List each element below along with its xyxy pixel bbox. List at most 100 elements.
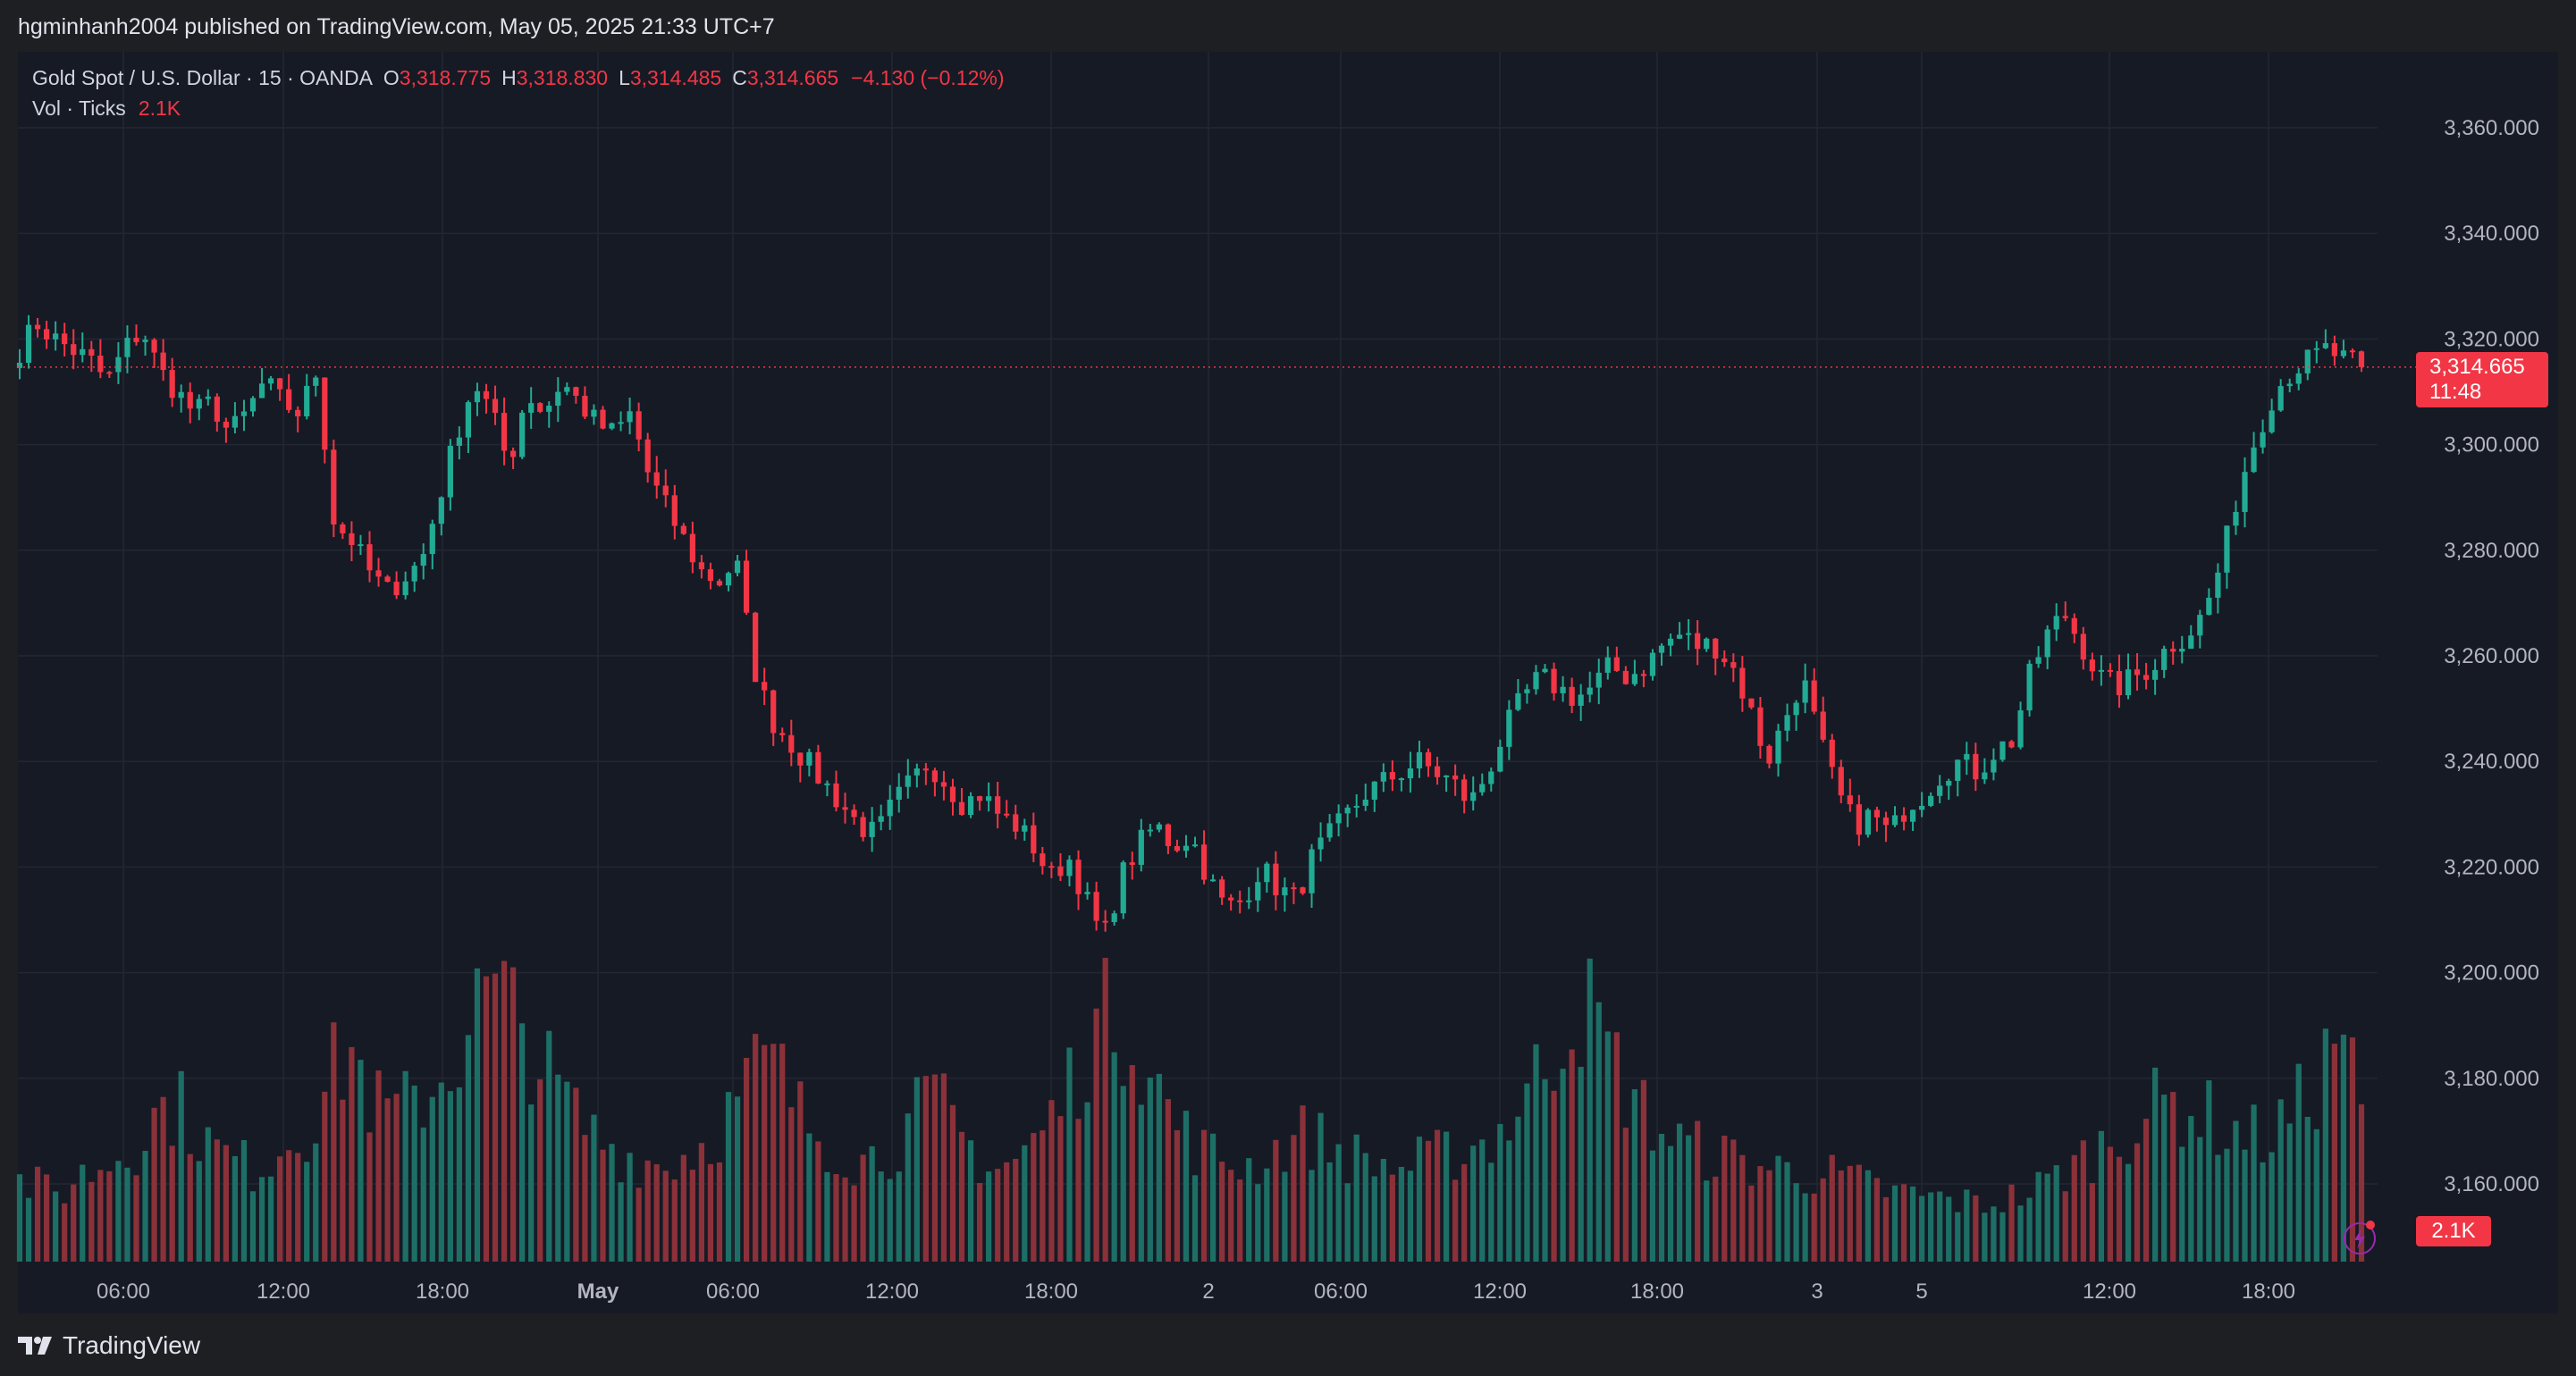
- candle-body: [53, 333, 59, 340]
- candle-body: [1416, 751, 1423, 768]
- volume-bar: [995, 1169, 1001, 1262]
- candle-body: [80, 348, 86, 356]
- volume-bar: [618, 1182, 624, 1262]
- time-tick-label: May: [577, 1280, 619, 1304]
- candle-body: [905, 775, 911, 787]
- candle-body: [124, 338, 130, 357]
- volume-bar: [1937, 1191, 1943, 1262]
- candle-body: [913, 768, 920, 776]
- candle-body: [1434, 766, 1441, 777]
- candle-body: [1111, 913, 1117, 922]
- volume-bar: [2277, 1099, 2284, 1262]
- volume-bar: [609, 1144, 615, 1262]
- candle-body: [1595, 672, 1602, 688]
- volume-bar: [1686, 1135, 1692, 1262]
- candle-body: [851, 810, 857, 818]
- candle-body: [447, 445, 453, 498]
- time-tick-label: 18:00: [1630, 1280, 1684, 1304]
- candle-body: [1766, 745, 1772, 764]
- symbol-title[interactable]: Gold Spot / U.S. Dollar · 15 · OANDA: [32, 66, 373, 89]
- candle-body: [1398, 778, 1405, 781]
- candle-body: [1739, 667, 1746, 699]
- candle-body: [160, 352, 166, 371]
- candle-body: [88, 348, 95, 357]
- volume-bar: [1443, 1131, 1450, 1262]
- volume-bar: [555, 1074, 561, 1262]
- candle-body: [1533, 672, 1539, 690]
- volume-bar: [653, 1164, 660, 1262]
- candle-body: [1560, 686, 1566, 693]
- volume-bar: [1407, 1170, 1414, 1262]
- volume-bar: [214, 1139, 220, 1262]
- volume-bar: [411, 1085, 417, 1262]
- volume-bar: [1084, 1102, 1090, 1262]
- candle-body: [1506, 709, 1512, 747]
- high-label: H: [501, 66, 517, 89]
- volume-bar: [905, 1113, 911, 1262]
- volume-bar: [124, 1167, 130, 1262]
- volume-bar: [1264, 1168, 1270, 1262]
- volume-bar: [509, 967, 517, 1262]
- tradingview-wordmark: TradingView: [63, 1331, 201, 1359]
- candle-body: [671, 495, 678, 526]
- volume-bar: [2251, 1104, 2257, 1262]
- candle-body: [106, 372, 113, 374]
- candle-body: [762, 682, 768, 691]
- open-label: O: [383, 66, 400, 89]
- chart-grid: [18, 52, 2378, 1262]
- volume-label[interactable]: Vol · Ticks: [32, 96, 126, 120]
- volume-bar: [2295, 1063, 2302, 1262]
- candle-body: [322, 377, 328, 450]
- volume-bar: [1380, 1158, 1386, 1262]
- candle-body: [716, 581, 723, 586]
- volume-bar: [2098, 1130, 2105, 1262]
- volume-bar: [1452, 1179, 1459, 1262]
- candle-body: [1937, 785, 1943, 796]
- candle-body: [1569, 686, 1575, 706]
- volume-bar: [187, 1154, 193, 1262]
- candle-body: [1622, 670, 1629, 684]
- candle-body: [1676, 634, 1683, 639]
- lightning-icon[interactable]: [2344, 1222, 2376, 1254]
- volume-bar: [160, 1096, 166, 1262]
- volume-bar: [546, 1030, 552, 1262]
- candle-body: [1722, 659, 1728, 663]
- price-tick-label: 3,320.000: [2444, 327, 2539, 351]
- candle-body: [1604, 657, 1611, 673]
- volume-bar: [1183, 1111, 1190, 1262]
- candle-body: [1748, 698, 1755, 708]
- volume-bar: [1730, 1139, 1737, 1262]
- footer: [0, 1313, 2576, 1376]
- volume-bar: [627, 1153, 633, 1262]
- volume-bar: [842, 1177, 848, 1262]
- candle-body: [958, 801, 965, 816]
- volume-bar: [402, 1070, 408, 1262]
- volume-bar: [331, 1022, 337, 1262]
- candle-body: [1928, 795, 1934, 806]
- candle-body: [313, 377, 319, 386]
- tradingview-brand[interactable]: TradingView: [18, 1331, 200, 1360]
- candle-body: [1964, 753, 1970, 760]
- time-tick-label: 3: [1811, 1280, 1823, 1304]
- volume-bar: [151, 1107, 157, 1262]
- candle-body: [402, 581, 408, 596]
- candle-body: [1640, 674, 1647, 676]
- volume-bar: [2349, 1037, 2356, 1262]
- candle-body: [1209, 879, 1216, 882]
- volume-bar: [806, 1133, 812, 1262]
- volume-bar: [1040, 1130, 1046, 1262]
- candle-body: [358, 544, 364, 547]
- volume-bar: [1847, 1165, 1853, 1262]
- candle-body: [2197, 615, 2203, 636]
- candle-body: [707, 569, 714, 582]
- volume-bar: [725, 1092, 732, 1262]
- volume-bar: [2179, 1146, 2185, 1262]
- candle-body: [770, 690, 777, 734]
- candle-body: [1200, 844, 1208, 880]
- volume-bar: [258, 1177, 265, 1262]
- volume-bar: [1595, 1002, 1602, 1262]
- time-tick-label: 5: [1915, 1280, 1927, 1304]
- volume-bar: [2331, 1044, 2337, 1262]
- last-price-tag: 3,314.665 11:48: [2416, 352, 2548, 407]
